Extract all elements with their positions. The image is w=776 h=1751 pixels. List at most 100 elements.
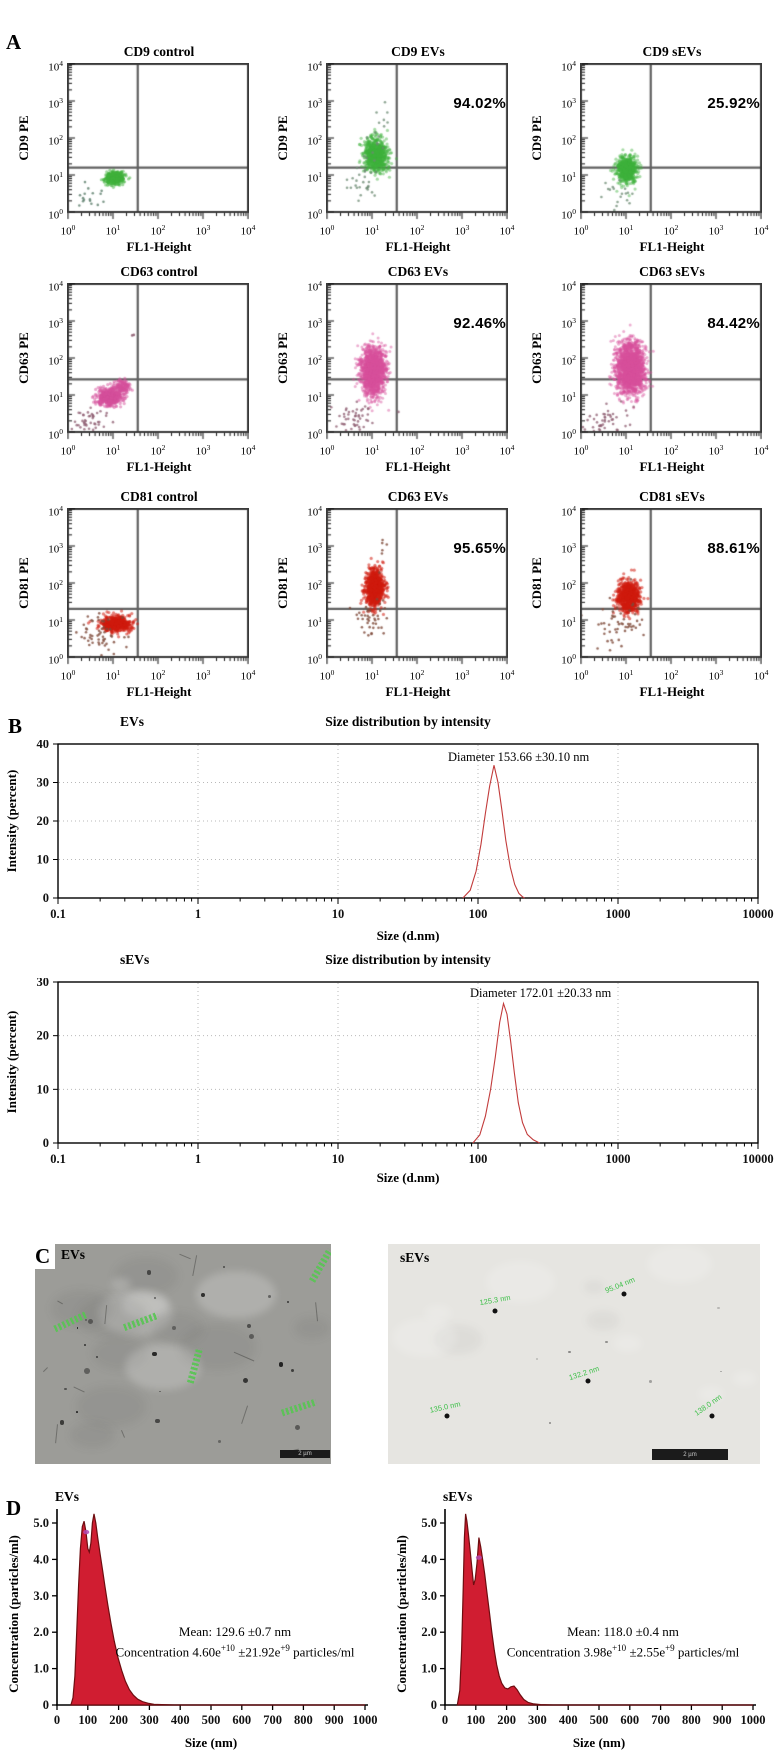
y-tick-label: 0 [431,1698,437,1712]
nta-chart-evs: EVs Concentration (particles/ml) 0 100 200… [0,1489,388,1750]
sup: 3 [59,96,63,105]
plot-title: CD63 sEVs [639,264,705,279]
tem-patch [113,1256,178,1296]
x-axis-label: FL1-Height [385,684,451,699]
tem-spot [247,1324,252,1329]
tem-spot [201,1293,205,1297]
tem-patch [196,1270,276,1319]
x-tick-label: 104 [240,443,256,458]
tem-spot [84,1344,87,1347]
tem-spot [649,1380,652,1384]
sup: 3 [465,668,470,677]
tem-particle-dot [621,1291,627,1297]
y-tick-label: 102 [48,133,63,148]
y-tick-label: 103 [48,541,63,556]
x-tick-label: 101 [364,443,380,458]
sup: 0 [71,223,76,232]
plot-body: CD81 PE 100 101 102 103 104 88.61% 100 101 102… [524,504,772,701]
y-tick-label: 3.0 [421,1589,437,1603]
tem-measurement-label: 95.04 nm [603,1274,637,1296]
sup: 2 [572,578,576,587]
tem-patch [587,1310,619,1330]
dls-curve [472,1001,540,1144]
scale-bar-text: 2 µm [683,1451,697,1458]
y-tick-label: 2.0 [421,1625,437,1639]
x-tick-label: 300 [528,1713,547,1727]
sup: 3 [719,223,724,232]
tem-patch [485,1260,556,1303]
sup: 0 [584,668,589,677]
y-tick-label: 102 [561,133,576,148]
plot-body: CD9 PE 100 101 102 103 104 94.02% 100 101 102 1… [270,59,518,256]
x-axis-label: Size (nm) [572,1735,626,1750]
plot-title: CD63 EVs [387,264,449,279]
x-tick-label: 102 [409,668,425,683]
x-axis-label: FL1-Height [639,459,705,474]
flow-plot-cd81-evs: CD63 EVs CD81 PE 100 101 102 103 104 95.65% … [270,489,518,701]
concentration-exp: +10 [220,1642,235,1653]
scatter-canvas [580,508,762,668]
plot-title: CD63 control [120,264,198,279]
sup: 0 [572,427,576,436]
flow-plot-cd81-sevs: CD81 sEVs CD81 PE 100 101 102 103 104 88.61%… [524,489,772,701]
flow-plot-cd9-sevs: CD9 sEVs CD9 PE 100 101 102 103 104 25.92% 1… [524,44,772,256]
x-tick-label: 1000 [606,1152,631,1166]
x-tick-label: 103 [454,443,470,458]
x-tick-label: 1000 [353,1713,378,1727]
x-tick-label: 10 [332,1152,345,1166]
x-tick-label: 103 [195,223,211,238]
flow-plot-cd81-control: CD81 control CD81 PE 100 101 102 103 104 100… [11,489,259,701]
x-tick-label: 0.1 [50,1152,66,1166]
x-axis-label: FL1-Height [385,459,451,474]
sup: 0 [59,652,63,661]
plot-body: CD63 PE 100 101 102 103 104 100 101 102 103 104 … [11,279,259,476]
x-axis-label: FL1-Height [126,459,192,474]
nta-chart-sevs: sEVs Concentration (particles/ml) 0 100 20… [388,1489,776,1750]
y-tick-label: 101 [307,390,322,405]
sup: 0 [71,668,76,677]
tem-patch [423,1304,452,1322]
tem-spot [535,1357,539,1360]
x-tick-label: 900 [713,1713,732,1727]
y-tick-label: 1.0 [421,1662,437,1676]
y-tick-label: 103 [561,541,576,556]
x-axis-label: FL1-Height [639,684,705,699]
sup: 4 [510,668,515,677]
sup: 2 [674,223,679,232]
sup: 4 [572,279,576,288]
y-tick-label: 101 [561,390,576,405]
sup: 3 [206,443,211,452]
panel-b-label: B [8,714,23,738]
sup: 3 [318,541,322,550]
concentration-exp: +10 [612,1642,627,1653]
y-tick-label: 104 [48,279,63,294]
sup: 0 [572,207,576,216]
y-tick-label: 100 [561,652,576,667]
y-tick-label: 101 [307,170,322,185]
flow-plot-cd63-control: CD63 control CD63 PE 100 101 102 103 104 100… [11,264,259,476]
tem-spot [171,1326,176,1331]
nta-curve [456,1513,753,1706]
y-tick-label: 101 [307,615,322,630]
x-tick-label: 1000 [741,1713,766,1727]
tem-patch [70,1421,116,1449]
sup: 1 [116,443,121,452]
x-tick-label: 300 [140,1713,159,1727]
x-tick-label: 102 [409,443,425,458]
tem-spot [249,1333,255,1340]
x-tick-label: 101 [105,668,121,683]
x-tick-label: 600 [620,1713,639,1727]
concentration-value: Concentration 4.60e+10 ±21.92e+9 particl… [95,1642,375,1662]
sup: 4 [318,279,322,288]
y-tick-label: 40 [37,740,50,751]
x-tick-label: 104 [753,443,769,458]
tem-spot [295,1425,301,1431]
x-tick-label: 103 [708,223,724,238]
x-tick-label: 101 [364,668,380,683]
y-tick-label: 104 [561,279,576,294]
sample-label: EVs [61,1247,86,1262]
measurement-annotation-mark [280,1398,318,1417]
panel-c-label: C [30,1244,56,1269]
dls-curve [462,765,525,899]
y-tick-label: 4.0 [421,1552,437,1566]
